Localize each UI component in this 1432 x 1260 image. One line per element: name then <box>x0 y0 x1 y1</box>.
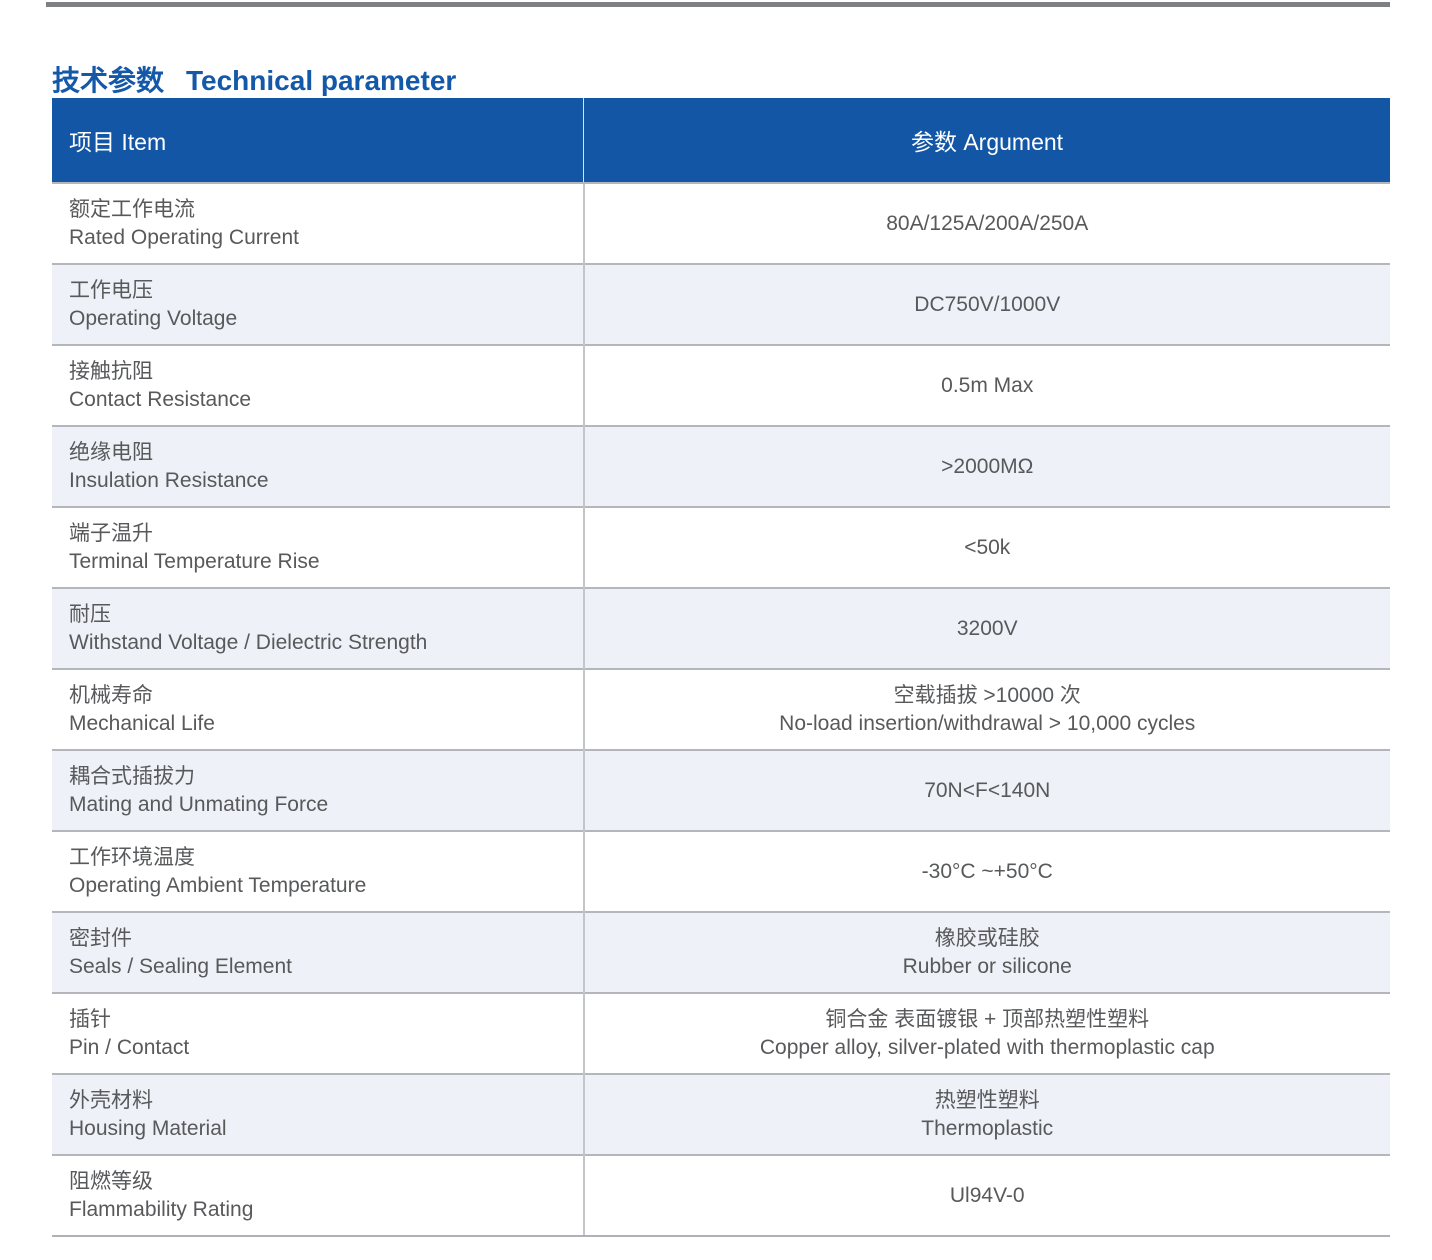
item-label-zh: 阻燃等级 <box>69 1169 153 1193</box>
value-line: 铜合金 表面镀银 + 顶部热塑性塑料 <box>825 1007 1150 1031</box>
item-cell: 绝缘电阻 Insulation Resistance <box>52 425 584 507</box>
item-cell: 机械寿命 Mechanical Life <box>52 668 584 750</box>
value-cell: 0.5m Max <box>582 344 1390 426</box>
item-label-zh: 耐压 <box>69 602 111 626</box>
value-cell: Ul94V-0 <box>582 1154 1390 1237</box>
table-row: 工作环境温度 Operating Ambient Temperature -30… <box>52 830 1390 912</box>
value-line: 80A/125A/200A/250A <box>886 211 1089 235</box>
table-row: 端子温升 Terminal Temperature Rise <50k <box>52 506 1390 588</box>
item-cell: 端子温升 Terminal Temperature Rise <box>52 506 584 588</box>
item-label-en: Housing Material <box>69 1116 227 1140</box>
value-cell: DC750V/1000V <box>582 263 1390 345</box>
item-label-zh: 耦合式插拔力 <box>69 764 195 788</box>
table-body: 额定工作电流 Rated Operating Current 80A/125A/… <box>52 182 1390 1237</box>
column-header-argument: 参数 Argument <box>583 98 1390 183</box>
table-row: 外壳材料 Housing Material 热塑性塑料 Thermoplastic <box>52 1073 1390 1155</box>
value-line: Ul94V-0 <box>949 1183 1025 1207</box>
page-title-zh: 技术参数 <box>52 64 165 96</box>
item-cell: 耐压 Withstand Voltage / Dielectric Streng… <box>52 587 584 669</box>
value-line: -30°C ~+50°C <box>921 859 1053 883</box>
item-label-zh: 机械寿命 <box>69 683 153 707</box>
item-cell: 外壳材料 Housing Material <box>52 1073 584 1155</box>
item-label-zh: 额定工作电流 <box>69 197 195 221</box>
value-cell: 铜合金 表面镀银 + 顶部热塑性塑料 Copper alloy, silver-p… <box>582 992 1390 1074</box>
value-line: DC750V/1000V <box>914 292 1061 316</box>
item-label-zh: 外壳材料 <box>69 1088 153 1112</box>
value-cell: 橡胶或硅胶 Rubber or silicone <box>582 911 1390 993</box>
table-row: 工作电压 Operating Voltage DC750V/1000V <box>52 263 1390 345</box>
item-label-en: Operating Ambient Temperature <box>69 873 367 897</box>
value-cell: 70N<F<140N <box>582 749 1390 831</box>
value-cell: 80A/125A/200A/250A <box>582 182 1390 264</box>
value-line: Thermoplastic <box>921 1116 1054 1140</box>
item-label-zh: 工作电压 <box>69 278 153 302</box>
value-line: Copper alloy, silver-plated with thermop… <box>759 1035 1215 1059</box>
value-line: 0.5m Max <box>941 373 1034 397</box>
value-cell: 热塑性塑料 Thermoplastic <box>582 1073 1390 1155</box>
value-line: 70N<F<140N <box>924 778 1051 802</box>
item-label-en: Withstand Voltage / Dielectric Strength <box>69 630 428 654</box>
item-cell: 耦合式插拔力 Mating and Unmating Force <box>52 749 584 831</box>
column-header-item: 项目 Item <box>52 98 584 183</box>
value-line: >2000MΩ <box>941 454 1034 478</box>
table-row: 密封件 Seals / Sealing Element 橡胶或硅胶 Rubber … <box>52 911 1390 993</box>
value-cell: 3200V <box>582 587 1390 669</box>
value-cell: 空载插拔 >10000 次 No-load insertion/withdrawa… <box>582 668 1390 750</box>
value-line: 3200V <box>956 616 1018 640</box>
item-label-en: Flammability Rating <box>69 1197 254 1221</box>
item-label-en: Rated Operating Current <box>69 225 299 249</box>
table-row: 插针 Pin / Contact 铜合金 表面镀银 + 顶部热塑性塑料 Coppe… <box>52 992 1390 1074</box>
value-line: Rubber or silicone <box>902 954 1072 978</box>
item-cell: 密封件 Seals / Sealing Element <box>52 911 584 993</box>
value-cell: -30°C ~+50°C <box>582 830 1390 912</box>
table-row: 接触抗阻 Contact Resistance 0.5m Max <box>52 344 1390 426</box>
item-label-en: Contact Resistance <box>69 387 252 411</box>
item-cell: 工作电压 Operating Voltage <box>52 263 584 345</box>
item-label-zh: 工作环境温度 <box>69 845 195 869</box>
item-cell: 接触抗阻 Contact Resistance <box>52 344 584 426</box>
technical-parameter-table: 项目 Item 参数 Argument 额定工作电流 Rated Operati… <box>52 98 1390 1237</box>
item-label-en: Operating Voltage <box>69 306 238 330</box>
page-title-en: Technical parameter <box>186 64 457 96</box>
item-label-en: Pin / Contact <box>69 1035 190 1059</box>
table-row: 耦合式插拔力 Mating and Unmating Force 70N<F<1… <box>52 749 1390 831</box>
value-cell: <50k <box>582 506 1390 588</box>
value-line: 热塑性塑料 <box>934 1088 1040 1112</box>
item-cell: 工作环境温度 Operating Ambient Temperature <box>52 830 584 912</box>
item-label-en: Insulation Resistance <box>69 468 269 492</box>
value-line: <50k <box>964 535 1011 559</box>
table-header-row: 项目 Item 参数 Argument <box>52 98 1390 183</box>
table-row: 额定工作电流 Rated Operating Current 80A/125A/… <box>52 182 1390 264</box>
item-label-zh: 接触抗阻 <box>69 359 153 383</box>
item-label-zh: 绝缘电阻 <box>69 440 153 464</box>
item-label-zh: 插针 <box>69 1007 111 1031</box>
value-cell: >2000MΩ <box>582 425 1390 507</box>
item-cell: 阻燃等级 Flammability Rating <box>52 1154 584 1237</box>
value-line: 空载插拔 >10000 次 <box>893 683 1081 707</box>
item-label-zh: 密封件 <box>69 926 132 950</box>
item-label-en: Seals / Sealing Element <box>69 954 292 978</box>
item-cell: 插针 Pin / Contact <box>52 992 584 1074</box>
table-row: 绝缘电阻 Insulation Resistance >2000MΩ <box>52 425 1390 507</box>
item-cell: 额定工作电流 Rated Operating Current <box>52 182 584 264</box>
top-divider-rule <box>46 2 1390 7</box>
table-row: 机械寿命 Mechanical Life 空载插拔 >10000 次 No-loa… <box>52 668 1390 750</box>
table-header: 项目 Item 参数 Argument <box>52 98 1390 183</box>
item-label-en: Mechanical Life <box>69 711 215 735</box>
table-row: 阻燃等级 Flammability Rating Ul94V-0 <box>52 1154 1390 1237</box>
value-line: No-load insertion/withdrawal > 10,000 cy… <box>779 711 1196 735</box>
value-line: 橡胶或硅胶 <box>934 926 1040 950</box>
item-label-zh: 端子温升 <box>69 521 153 545</box>
table-row: 耐压 Withstand Voltage / Dielectric Streng… <box>52 587 1390 669</box>
item-label-en: Terminal Temperature Rise <box>69 549 320 573</box>
item-label-en: Mating and Unmating Force <box>69 792 329 816</box>
page-title: 技术参数 Technical parameter <box>52 59 456 99</box>
